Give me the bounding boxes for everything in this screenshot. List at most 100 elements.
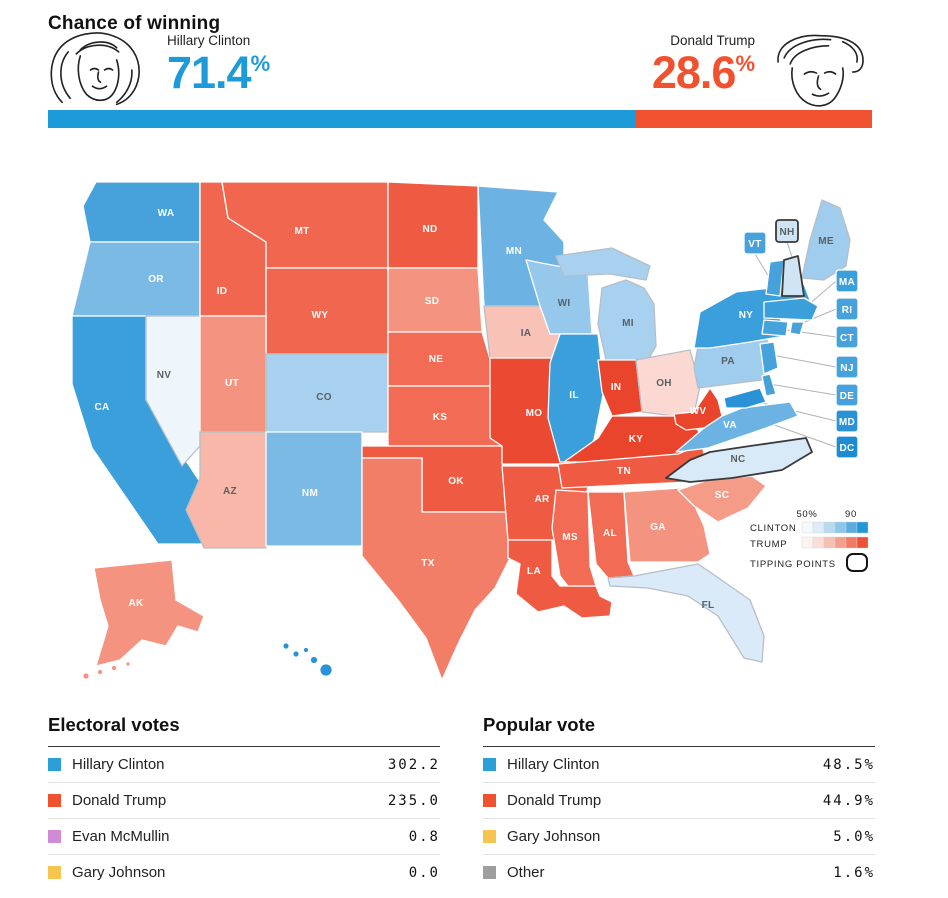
- state-label-WV: WV: [690, 406, 707, 417]
- state-CT[interactable]: CT: [761, 319, 859, 349]
- table-row: Other 1.6%: [483, 855, 875, 890]
- state-CO[interactable]: CO: [265, 353, 389, 433]
- state-AZ[interactable]: AZ: [185, 431, 267, 549]
- state-label-NM: NM: [302, 488, 318, 499]
- state-label-VA: VA: [723, 420, 737, 431]
- candidate-value: 0.8: [408, 828, 440, 845]
- legend-clinton-swatch: [856, 521, 869, 534]
- state-label-AR: AR: [534, 494, 550, 505]
- state-label-OR: OR: [148, 274, 164, 285]
- state-label-TX: TX: [421, 558, 434, 569]
- state-label-CA: CA: [94, 402, 109, 413]
- legend-clinton-swatch: [801, 521, 814, 534]
- state-label-LA: LA: [527, 566, 541, 577]
- state-NJ[interactable]: NJ: [759, 341, 859, 379]
- state-MA[interactable]: MA: [763, 269, 859, 321]
- trump-odds-value: 28.6%: [651, 47, 755, 98]
- state-label-FL: FL: [702, 600, 715, 611]
- legend-clinton-label: CLINTON: [750, 523, 796, 534]
- state-TX[interactable]: TX: [361, 457, 511, 681]
- state-label-OH: OH: [656, 378, 672, 389]
- state-NH[interactable]: NH: [775, 219, 805, 297]
- state-KS[interactable]: KS: [387, 385, 503, 447]
- state-FL[interactable]: FL: [607, 563, 765, 663]
- candidate-name: Gary Johnson: [72, 864, 166, 881]
- table-title: Electoral votes: [48, 714, 180, 735]
- state-label-MO: MO: [526, 408, 543, 419]
- candidate-name: Other: [507, 864, 545, 881]
- state-label-WA: WA: [158, 208, 175, 219]
- state-label-GA: GA: [650, 522, 666, 533]
- state-label-SD: SD: [425, 296, 440, 307]
- candidate-swatch: [48, 794, 61, 807]
- state-NE[interactable]: NE: [387, 331, 499, 387]
- state-ME[interactable]: ME: [801, 199, 851, 281]
- legend-min-label: 50%: [796, 509, 817, 520]
- state-DE[interactable]: DE: [761, 373, 859, 407]
- legend-max-label: 90: [845, 509, 857, 520]
- state-MS[interactable]: MS: [551, 489, 597, 587]
- state-MI[interactable]: MI: [555, 247, 657, 361]
- state-WV[interactable]: WV: [673, 387, 723, 431]
- legend-trump-swatch: [812, 536, 825, 549]
- clinton-odds-value: 71.4%: [167, 47, 271, 98]
- candidate-name: Hillary Clinton: [507, 756, 600, 773]
- state-label-ID: ID: [217, 286, 228, 297]
- state-label-RI: RI: [842, 305, 853, 316]
- state-LA[interactable]: LA: [507, 539, 613, 619]
- candidate-name: Hillary Clinton: [72, 756, 165, 773]
- state-VT[interactable]: VT: [743, 231, 785, 297]
- clinton-portrait: [50, 32, 140, 106]
- state-label-NH: NH: [779, 227, 794, 238]
- state-label-MT: MT: [294, 226, 309, 237]
- candidate-value: 44.9%: [822, 792, 875, 809]
- trump-bar-segment: [636, 110, 872, 128]
- candidate-name: Donald Trump: [507, 792, 602, 809]
- state-label-AL: AL: [603, 528, 617, 539]
- state-RI[interactable]: RI: [789, 297, 859, 336]
- us-map-svg: WA OR CA NV ID MT WY UT CO AZ NM ND SD NE KS OK TX MN IA MO…: [71, 181, 869, 681]
- state-ND[interactable]: ND: [387, 181, 479, 269]
- state-label-MD: MD: [839, 417, 855, 428]
- state-WY[interactable]: WY: [265, 267, 389, 355]
- state-IN[interactable]: IN: [597, 359, 643, 417]
- state-DC[interactable]: DC: [835, 435, 859, 459]
- legend-trump-swatch: [823, 536, 836, 549]
- legend-trump-swatch: [801, 536, 814, 549]
- state-label-TN: TN: [617, 466, 631, 477]
- state-HI[interactable]: HI: [265, 642, 333, 677]
- electoral-votes-table: Electoral votes Hillary Clinton 302.2 Do…: [48, 710, 440, 890]
- map-legend: 50% 90 CLINTON TRUMP TIPPING POINTS: [750, 509, 869, 572]
- trump-portrait: [777, 34, 864, 107]
- state-SD[interactable]: SD: [387, 267, 483, 333]
- clinton-bar-segment: [48, 110, 637, 128]
- state-NM[interactable]: NM: [265, 431, 363, 547]
- candidate-value: 235.0: [387, 792, 440, 809]
- clinton-name: Hillary Clinton: [167, 33, 251, 48]
- state-WA[interactable]: WA: [82, 181, 201, 243]
- candidate-name: Donald Trump: [72, 792, 167, 809]
- state-label-NC: NC: [730, 454, 745, 465]
- state-UT[interactable]: UT: [199, 315, 267, 433]
- state-label-WI: WI: [558, 298, 571, 309]
- state-label-MI: MI: [622, 318, 634, 329]
- legend-trump-swatch: [834, 536, 847, 549]
- state-NV[interactable]: NV: [145, 315, 201, 467]
- legend-trump-swatch: [856, 536, 869, 549]
- state-label-MN: MN: [506, 246, 522, 257]
- clinton-odds: Hillary Clinton 71.4%: [167, 33, 270, 95]
- state-label-KS: KS: [433, 412, 448, 423]
- state-label-CT: CT: [840, 333, 854, 344]
- page-title: Chance of winning: [48, 12, 221, 34]
- candidate-name: Gary Johnson: [507, 828, 601, 845]
- candidate-value: 302.2: [387, 756, 440, 773]
- state-label-DE: DE: [840, 391, 855, 402]
- state-MD[interactable]: MD: [723, 387, 859, 433]
- candidate-swatch: [48, 830, 61, 843]
- state-OR[interactable]: OR: [71, 241, 201, 317]
- state-AK[interactable]: AK: [82, 559, 205, 680]
- state-NC[interactable]: NC: [665, 437, 813, 483]
- candidate-value: 1.6%: [833, 864, 875, 881]
- win-probability-bar: [48, 110, 872, 128]
- state-label-NV: NV: [157, 370, 172, 381]
